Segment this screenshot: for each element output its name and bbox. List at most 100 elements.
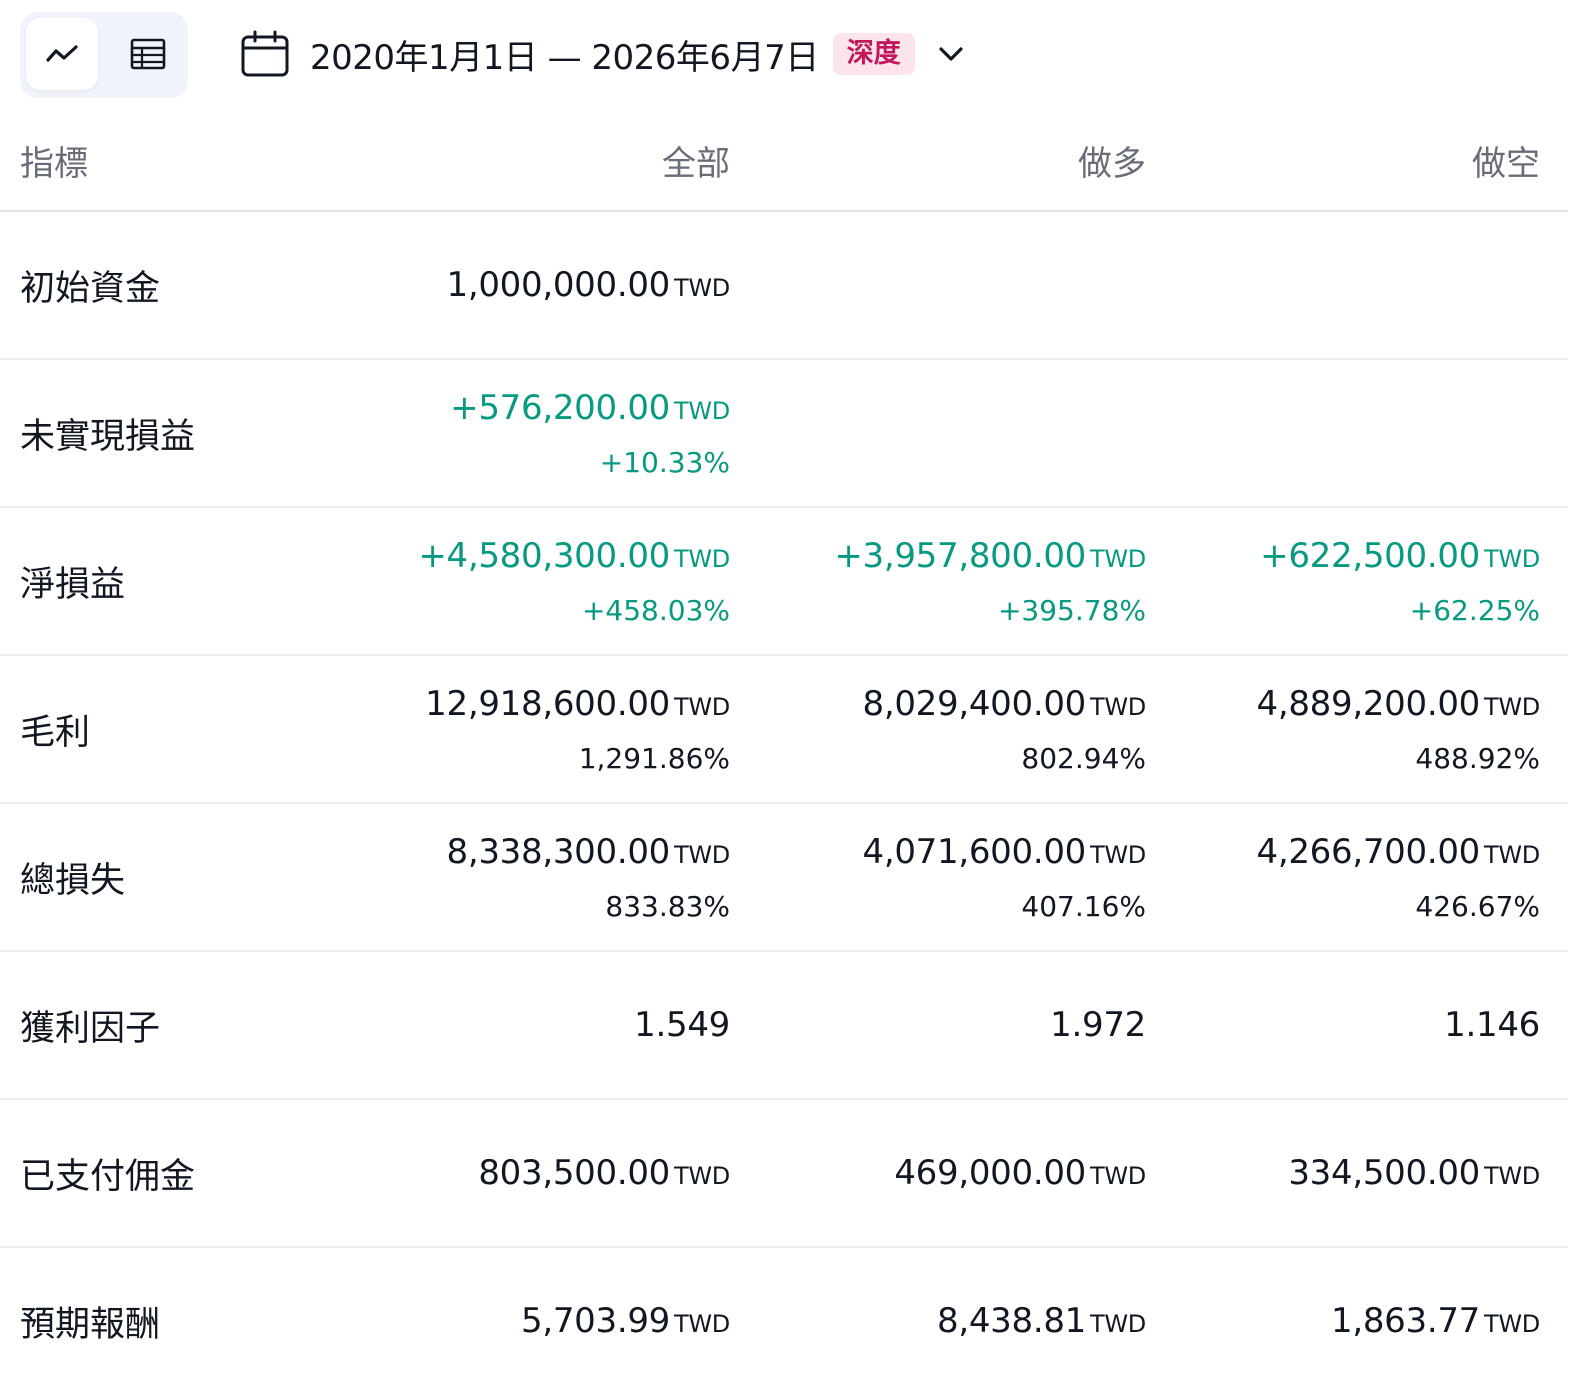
currency-label: TWD xyxy=(1090,692,1146,721)
view-toggle xyxy=(20,12,188,98)
value-number: 5,703.99 xyxy=(521,1301,671,1341)
currency-label: TWD xyxy=(1484,692,1540,721)
cell-value: 5,703.99 TWD xyxy=(230,1301,730,1341)
header-metric: 指標 xyxy=(0,110,230,212)
table-body: 初始資金 1,000,000.00 TWD 未實現損益 +576,200.00 TWD +1… xyxy=(0,211,1568,1394)
header-short: 做空 xyxy=(1174,110,1568,212)
currency-label: TWD xyxy=(1484,544,1540,573)
cell-short xyxy=(1174,359,1568,508)
value-number: 4,889,200.00 xyxy=(1256,683,1481,724)
table-row: 初始資金 1,000,000.00 TWD xyxy=(0,211,1568,360)
cell-value: 1.549 xyxy=(230,1005,730,1045)
cell-percent: 488.92% xyxy=(1415,741,1540,775)
currency-label: TWD xyxy=(674,544,730,573)
table-row: 毛利 12,918,600.00 TWD 1,291.86% 8,029,400.00 T… xyxy=(0,655,1568,804)
currency-label: TWD xyxy=(674,692,730,721)
cell-short: 334,500.00 TWD xyxy=(1174,1099,1568,1248)
metric-label: 淨損益 xyxy=(0,507,230,656)
cell-value: 803,500.00 TWD xyxy=(230,1153,730,1193)
value-number: 1.549 xyxy=(634,1005,730,1045)
toolbar: 2020年1月1日 — 2026年6月7日 深度 xyxy=(0,0,1580,110)
cell-percent: +395.78% xyxy=(997,593,1146,627)
cell-value: 334,500.00 TWD xyxy=(1174,1153,1540,1193)
currency-label: TWD xyxy=(674,274,730,302)
metric-label: 初始資金 xyxy=(0,211,230,360)
cell-percent: 833.83% xyxy=(605,889,730,923)
value-number: 334,500.00 xyxy=(1288,1153,1481,1193)
chart-line-icon xyxy=(46,45,78,62)
cell-long: 469,000.00 TWD xyxy=(758,1099,1174,1248)
cell-value: +3,957,800.00 TWD xyxy=(758,536,1146,576)
metric-label: 已支付佣金 xyxy=(0,1099,230,1248)
cell-percent: +62.25% xyxy=(1409,593,1540,627)
currency-label: TWD xyxy=(674,1310,730,1338)
cell-percent: 1,291.86% xyxy=(578,741,730,775)
cell-value: 1.146 xyxy=(1174,1005,1540,1045)
chart-view-button[interactable] xyxy=(26,18,98,90)
value-number: 12,918,600.00 xyxy=(425,683,671,724)
value-number: 8,438.81 xyxy=(937,1301,1087,1341)
cell-all: 1.549 xyxy=(230,951,758,1100)
currency-label: TWD xyxy=(674,1162,730,1190)
cell-value: 1,863.77 TWD xyxy=(1174,1301,1540,1341)
currency-label: TWD xyxy=(1090,1310,1146,1338)
cell-short: 4,266,700.00 TWD 426.67% xyxy=(1174,803,1568,952)
value-number: +622,500.00 xyxy=(1260,535,1481,576)
cell-long: 1.972 xyxy=(758,951,1174,1100)
cell-all: 1,000,000.00 TWD xyxy=(230,211,758,360)
header-all: 全部 xyxy=(230,110,758,212)
cell-long: 8,029,400.00 TWD 802.94% xyxy=(758,655,1174,804)
cell-value: +576,200.00 TWD xyxy=(230,388,730,428)
value-number: 1,863.77 xyxy=(1331,1301,1481,1341)
table-row: 總損失 8,338,300.00 TWD 833.83% 4,071,600.00 TWD… xyxy=(0,803,1568,952)
performance-table: 指標 全部 做多 做空 初始資金 1,000,000.00 TWD 未實現損益 +576… xyxy=(0,110,1568,1394)
cell-value: 4,889,200.00 TWD xyxy=(1174,683,1541,724)
table-row: 預期報酬 5,703.99 TWD 8,438.81 TWD 1,863.77 TWD xyxy=(0,1247,1568,1394)
currency-label: TWD xyxy=(1090,1162,1146,1190)
cell-percent: +10.33% xyxy=(599,445,730,479)
cell-value: 8,029,400.00 TWD xyxy=(758,683,1147,724)
metric-label: 總損失 xyxy=(0,803,230,952)
metric-label: 預期報酬 xyxy=(20,1304,161,1345)
cell-percent: +458.03% xyxy=(581,593,730,627)
value-number: 4,071,600.00 xyxy=(862,831,1087,872)
value-number: 8,029,400.00 xyxy=(862,683,1087,724)
cell-all: 803,500.00 TWD xyxy=(230,1099,758,1248)
cell-long xyxy=(758,359,1174,508)
cell-value: 1.972 xyxy=(758,1005,1146,1045)
currency-label: TWD xyxy=(1484,1162,1540,1190)
cell-short: 1.146 xyxy=(1174,951,1568,1100)
date-range-text: 2020年1月1日 — 2026年6月7日 xyxy=(310,37,819,78)
cell-value: +622,500.00 TWD xyxy=(1174,536,1540,576)
cell-long: +3,957,800.00 TWD +395.78% xyxy=(758,507,1174,656)
cell-percent: 426.67% xyxy=(1415,889,1540,923)
cell-long: 4,071,600.00 TWD 407.16% xyxy=(758,803,1174,952)
cell-value: 8,438.81 TWD xyxy=(758,1301,1146,1341)
table-row: 獲利因子 1.549 1.972 1.146 xyxy=(0,951,1568,1100)
value-number: +3,957,800.00 xyxy=(834,535,1087,576)
cell-value: +4,580,300.00 TWD xyxy=(230,536,730,576)
header-long: 做多 xyxy=(758,110,1174,212)
currency-label: TWD xyxy=(674,840,730,869)
calendar-icon xyxy=(240,29,290,79)
currency-label: TWD xyxy=(1090,840,1146,869)
table-view-button[interactable] xyxy=(112,18,184,90)
table-icon xyxy=(130,38,166,70)
value-number: 8,338,300.00 xyxy=(446,831,671,872)
cell-all: 8,338,300.00 TWD 833.83% xyxy=(230,803,758,952)
value-number: 1,000,000.00 xyxy=(446,265,671,305)
value-number: 803,500.00 xyxy=(478,1153,671,1193)
cell-value: 8,338,300.00 TWD xyxy=(230,831,731,872)
currency-label: TWD xyxy=(1484,840,1540,869)
value-number: 1.146 xyxy=(1444,1005,1540,1045)
cell-long: 8,438.81 TWD xyxy=(758,1247,1174,1394)
cell-short: 1,863.77 TWD xyxy=(1174,1247,1568,1394)
date-range-selector[interactable]: 2020年1月1日 — 2026年6月7日 深度 xyxy=(240,22,967,86)
deep-backtest-badge: 深度 xyxy=(832,33,915,75)
cell-all: +576,200.00 TWD +10.33% xyxy=(230,359,758,508)
cell-short xyxy=(1174,211,1568,360)
cell-value: 4,071,600.00 TWD xyxy=(758,831,1147,872)
cell-short: 4,889,200.00 TWD 488.92% xyxy=(1174,655,1568,804)
table-row: 未實現損益 +576,200.00 TWD +10.33% xyxy=(0,359,1568,508)
chevron-down-icon[interactable] xyxy=(935,38,967,70)
